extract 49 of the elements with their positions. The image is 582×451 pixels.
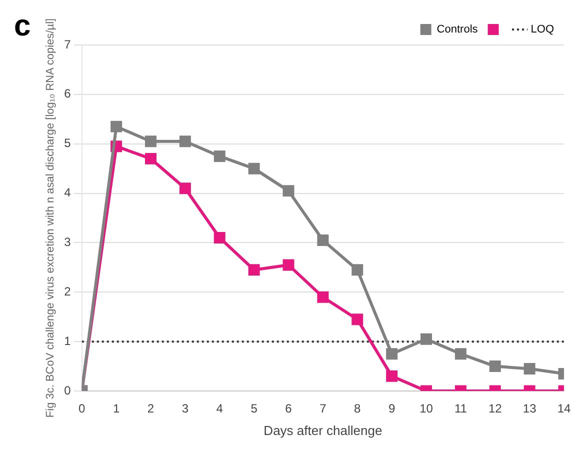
point: [386, 370, 398, 382]
point: [145, 152, 156, 164]
x-tick-label: 6: [285, 402, 292, 416]
point: [317, 234, 329, 246]
point: [248, 162, 260, 174]
x-tick-label: 10: [420, 402, 434, 416]
x-tick-label: 11: [454, 402, 468, 416]
point: [214, 150, 226, 162]
y-tick-label: 0: [64, 383, 72, 398]
legend-label: LOQ: [530, 24, 554, 36]
x-tick-label: 2: [147, 402, 154, 416]
x-tick-label: 13: [522, 402, 537, 416]
y-tick-label: 3: [64, 235, 72, 250]
text: c: [14, 9, 31, 42]
y-tick-label: 4: [64, 186, 72, 200]
point: [386, 348, 398, 360]
x-tick-label: 1: [112, 402, 120, 416]
x-tick-label: 0: [78, 402, 86, 416]
y-axis-title: Fig 3c. BCoV challenge virus excretion with n asal discharge [log₁₀ RNA copies/µl]: [44, 18, 57, 418]
point: [489, 360, 501, 372]
point: [248, 264, 260, 276]
point: [317, 291, 329, 303]
point: [214, 232, 226, 244]
y-tick-label: 2: [64, 284, 72, 298]
x-axis-title: Days after challenge: [264, 422, 382, 438]
x-tick-label: 5: [250, 402, 258, 416]
legend-label: Controls: [436, 24, 478, 36]
point: [282, 185, 294, 197]
x-tick-label: 8: [354, 402, 362, 416]
y-tick-label: 5: [64, 136, 72, 150]
x-tick-label: 9: [388, 402, 396, 416]
point: [524, 363, 536, 374]
x-tick-label: 3: [182, 402, 189, 416]
x-tick-label: 12: [488, 402, 502, 416]
x-tick-label: 14: [557, 402, 571, 416]
point: [454, 348, 466, 360]
point: [282, 259, 294, 271]
point: [179, 182, 191, 194]
point: [352, 314, 364, 326]
y-tick-label: 1: [64, 334, 72, 348]
point: [352, 264, 364, 276]
x-tick-label: 4: [216, 402, 224, 416]
point: [145, 136, 156, 148]
point: [110, 120, 122, 132]
y-tick-label: 6: [64, 86, 72, 101]
x-tick-label: 7: [320, 402, 327, 416]
point: [179, 136, 191, 148]
point: [420, 333, 432, 345]
y-tick-label: 7: [64, 37, 72, 52]
